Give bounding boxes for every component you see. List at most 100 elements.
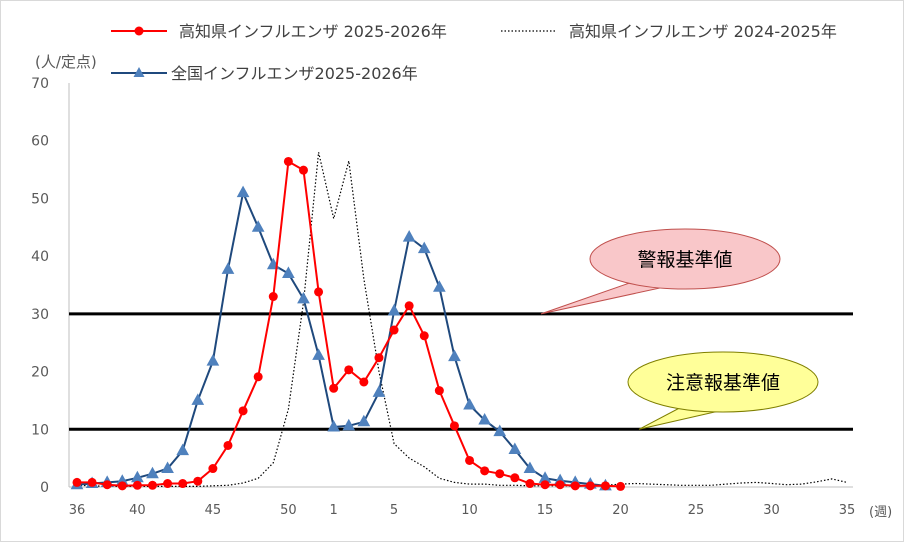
series-point <box>478 413 491 425</box>
legend: 高知県インフルエンザ 2025-2026年 高知県インフルエンザ 2024-202… <box>111 22 837 83</box>
series-point <box>329 383 339 393</box>
series-point <box>163 479 173 489</box>
series-point <box>523 461 537 474</box>
series-point <box>372 385 386 397</box>
series-point <box>616 481 626 491</box>
series-point <box>585 481 595 491</box>
series-point <box>359 377 369 387</box>
y-axis-unit-label: (人/定点) <box>35 53 97 71</box>
x-tick-label: 15 <box>537 503 554 518</box>
series-line <box>77 159 621 488</box>
series-point <box>117 481 127 491</box>
callout-1: 注意報基準値 <box>627 351 819 430</box>
series-point <box>434 386 444 396</box>
callout-0: 警報基準値 <box>540 228 781 315</box>
y-tick-label: 50 <box>31 191 49 207</box>
series-point <box>147 480 157 490</box>
series-point <box>600 481 610 491</box>
legend-marker <box>134 26 144 36</box>
series-point <box>344 365 354 375</box>
y-tick-label: 60 <box>31 134 49 150</box>
y-tick-label: 10 <box>31 422 49 438</box>
x-tick-label: 36 <box>69 503 86 518</box>
series-point <box>208 464 218 474</box>
axis-units: (人/定点) (週) <box>35 53 892 520</box>
series-point <box>463 398 476 410</box>
series-point <box>570 481 580 491</box>
series-point <box>493 424 507 437</box>
series-point <box>238 406 248 416</box>
series-point <box>448 349 461 362</box>
y-tick-label: 30 <box>31 307 49 323</box>
x-tick-label: 5 <box>390 503 398 518</box>
series-point <box>525 479 535 489</box>
y-tick-label: 40 <box>31 249 49 265</box>
legend-label: 高知県インフルエンザ 2024-2025年 <box>569 22 837 41</box>
series-point <box>236 185 250 198</box>
series-point <box>449 421 459 431</box>
legend-label: 全国インフルエンザ2025-2026年 <box>171 64 418 83</box>
series-point <box>417 241 431 254</box>
callout-fill <box>629 353 817 411</box>
series-point <box>495 469 505 479</box>
series-line <box>76 189 606 487</box>
callout-fill <box>591 230 779 288</box>
series-point <box>508 442 522 454</box>
series-point <box>176 443 190 456</box>
y-tick-label: 70 <box>31 76 49 92</box>
y-tick-label: 20 <box>31 365 49 381</box>
series-point <box>191 393 205 405</box>
legend-label: 高知県インフルエンザ 2025-2026年 <box>179 22 447 41</box>
series-point <box>282 266 295 278</box>
x-tick-label: 30 <box>763 503 780 518</box>
series-point <box>374 353 384 363</box>
series-point <box>193 476 203 486</box>
x-tick-label: 1 <box>330 503 338 518</box>
series-point <box>102 480 112 490</box>
x-tick-label: 20 <box>612 503 629 518</box>
series-point <box>87 477 97 487</box>
series-point <box>419 331 429 341</box>
series-line <box>76 152 848 487</box>
series-point <box>283 156 293 166</box>
series-point <box>387 303 401 316</box>
series-point <box>404 301 414 311</box>
x-tick-label: 50 <box>280 503 297 518</box>
series-point <box>161 461 174 474</box>
x-tick-label: 45 <box>205 503 222 518</box>
series-point <box>206 354 220 366</box>
series-point <box>251 220 265 232</box>
legend-marker <box>133 67 145 77</box>
series-point <box>555 480 565 490</box>
series-point <box>327 419 341 432</box>
series-point <box>297 291 310 304</box>
series-point <box>314 287 324 297</box>
series-point <box>312 348 325 360</box>
series-point <box>132 480 142 490</box>
series-point <box>223 440 233 450</box>
series-point <box>253 372 263 382</box>
series-point <box>433 280 446 292</box>
x-tick-label: 25 <box>688 503 705 518</box>
x-tick-label: 40 <box>129 503 146 518</box>
series-point <box>221 262 235 274</box>
x-tick-label: 10 <box>461 503 478 518</box>
series-point <box>510 473 520 483</box>
series-point <box>146 466 159 479</box>
x-axis-unit-label: (週) <box>869 505 892 520</box>
y-tick-label: 0 <box>40 480 49 496</box>
series-point <box>268 292 278 302</box>
series-point <box>480 466 490 476</box>
series-point <box>389 325 399 335</box>
series-point <box>298 165 308 175</box>
series-point <box>465 455 475 465</box>
series-point <box>342 418 356 431</box>
callout-text: 注意報基準値 <box>666 372 780 394</box>
series-point <box>357 414 371 427</box>
series-point <box>540 480 550 490</box>
x-tick-label: 35 <box>839 503 856 518</box>
callout-text: 警報基準値 <box>637 249 732 271</box>
